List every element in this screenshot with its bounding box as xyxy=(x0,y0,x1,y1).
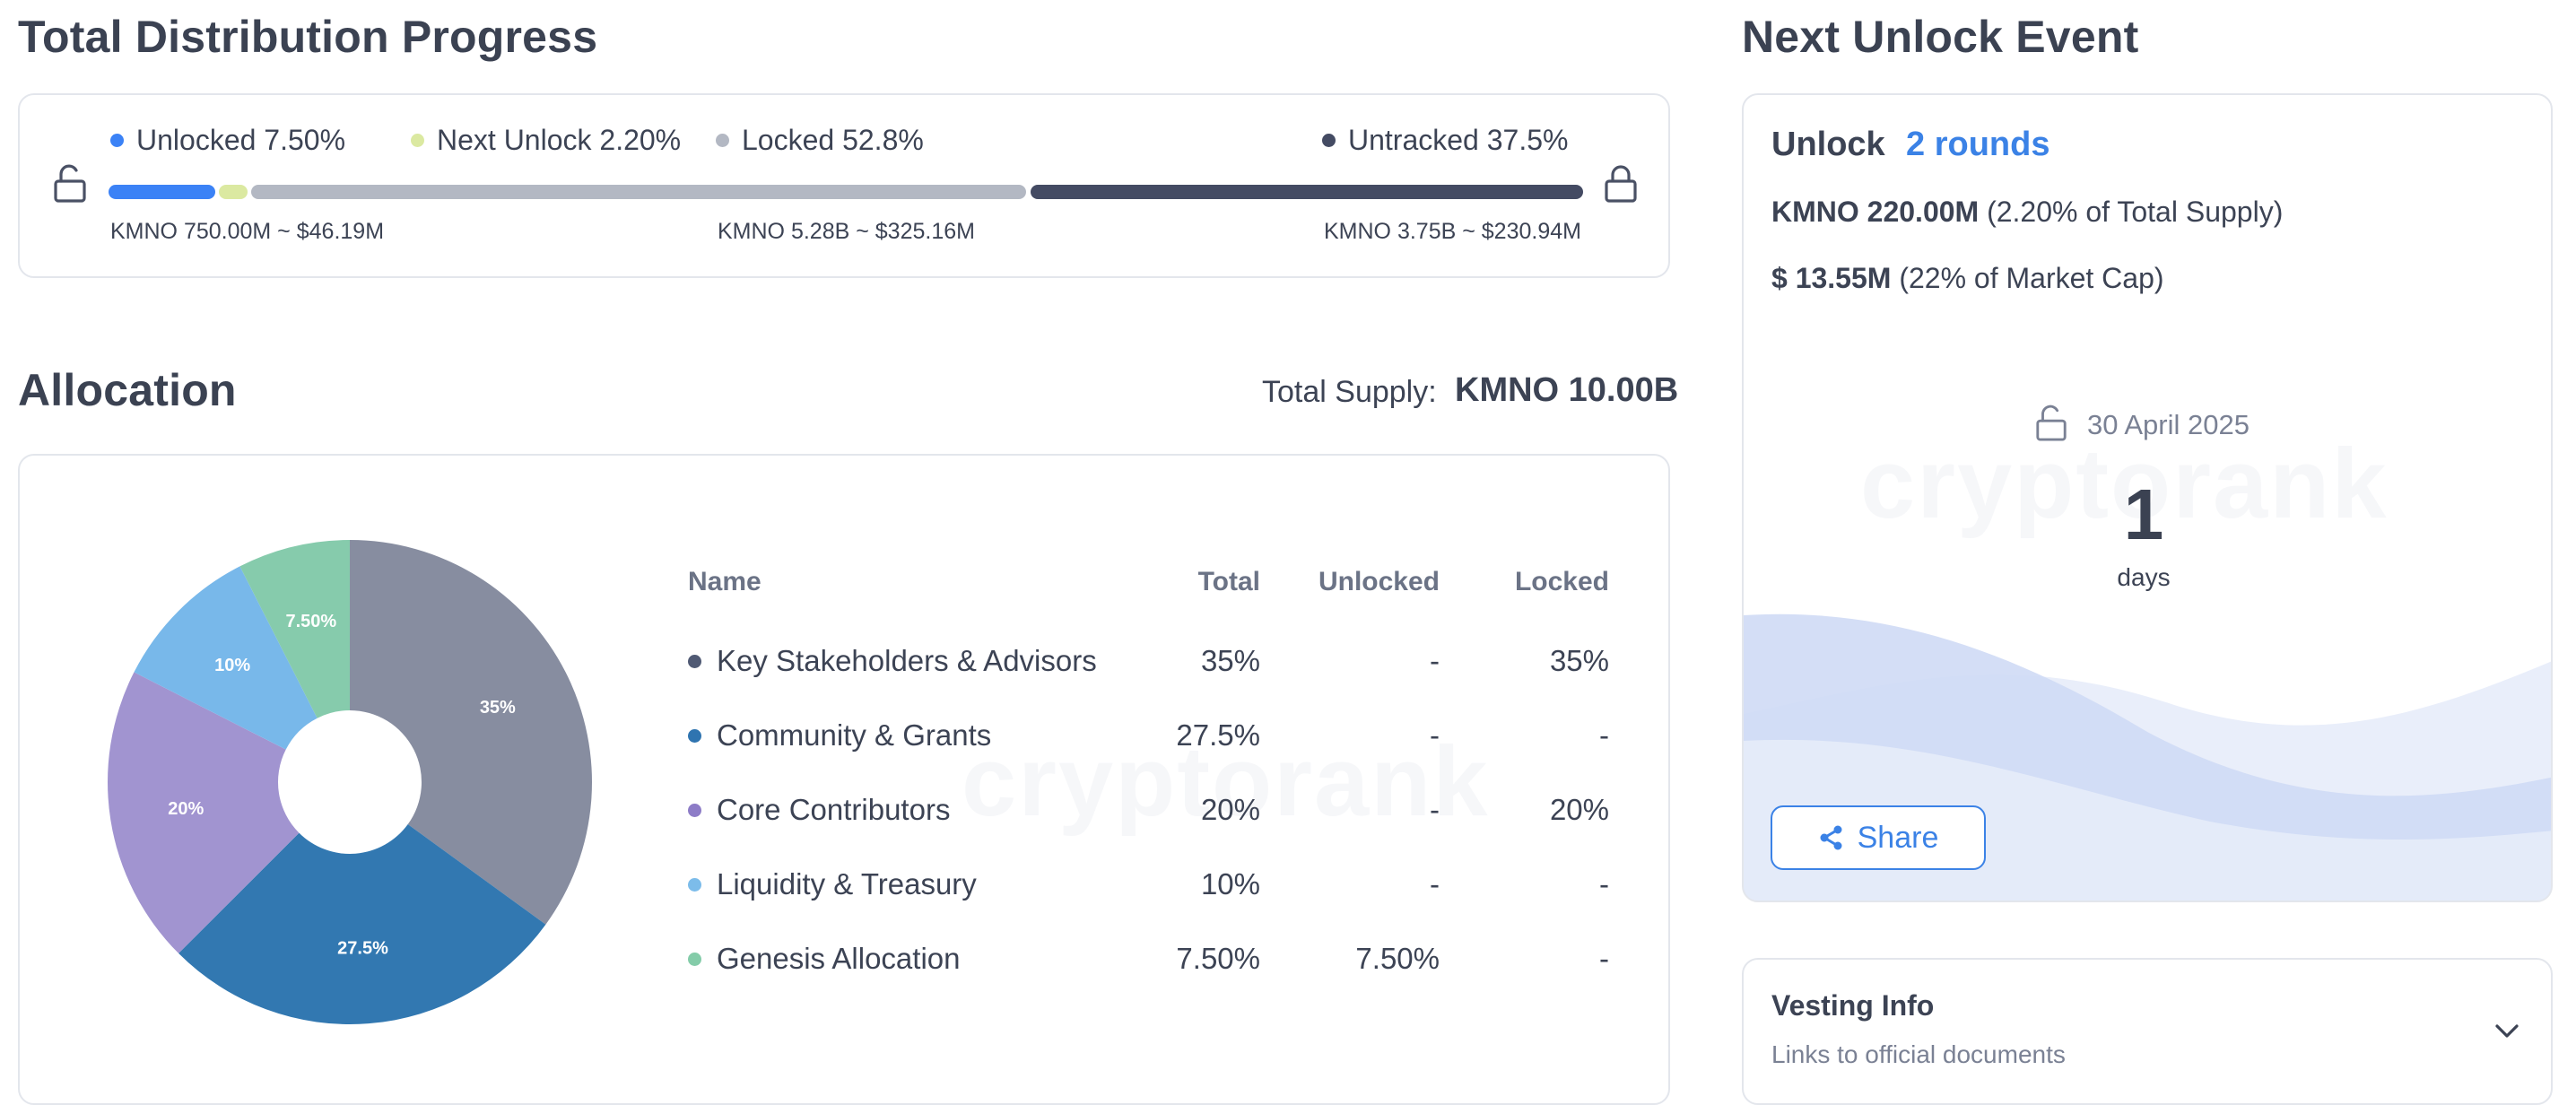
row-unlocked: - xyxy=(1430,718,1440,752)
row-unlocked: - xyxy=(1430,793,1440,826)
unlock-label: Unlock xyxy=(1771,126,1885,163)
col-header-unlocked: Unlocked xyxy=(1318,567,1440,596)
pie-slice[interactable] xyxy=(108,672,300,953)
unlock-value: $ 13.55M (22% of Market Cap) xyxy=(1771,262,2164,295)
table-row[interactable]: Genesis Allocation 7.50% 7.50% - xyxy=(0,933,2576,987)
row-total: 27.5% xyxy=(1176,718,1260,752)
legend-dot-untracked xyxy=(1322,134,1336,147)
locked-amount: KMNO 5.28B ~ $325.16M xyxy=(718,219,975,244)
row-total: 20% xyxy=(1200,793,1260,826)
pie-slice-label: 35% xyxy=(480,698,516,718)
share-label: Share xyxy=(1857,820,1939,855)
lock-closed-icon xyxy=(1605,165,1637,203)
row-unlocked: - xyxy=(1430,867,1440,901)
unlock-amount-percent: (2.20% of Total Supply) xyxy=(1979,196,2284,228)
row-color-dot xyxy=(688,655,701,668)
unlock-value-marketcap: (22% of Market Cap) xyxy=(1891,262,2164,294)
row-name: Key Stakeholders & Advisors xyxy=(717,644,1097,677)
col-header-name: Name xyxy=(688,567,761,596)
unlock-amount: KMNO 220.00M (2.20% of Total Supply) xyxy=(1771,196,2283,229)
row-name: Genesis Allocation xyxy=(717,942,961,975)
pie-slice-label: 10% xyxy=(214,656,250,675)
row-locked: 35% xyxy=(1549,644,1609,677)
row-locked: - xyxy=(1599,867,1609,901)
total-supply-label: Total Supply: xyxy=(1262,375,1437,409)
row-total: 35% xyxy=(1200,644,1260,677)
row-name: Liquidity & Treasury xyxy=(717,867,977,901)
total-supply-value: KMNO 10.00B xyxy=(1455,371,1679,409)
unlock-date: 30 April 2025 xyxy=(2087,409,2250,440)
vesting-info-title: Vesting Info xyxy=(1771,989,1935,1022)
col-header-total: Total xyxy=(1197,567,1260,596)
share-icon xyxy=(1820,825,1842,850)
row-unlocked: - xyxy=(1430,644,1440,677)
pie-slice-label: 7.50% xyxy=(285,612,336,631)
legend-unlocked-label: Unlocked 7.50% xyxy=(136,124,346,156)
legend-dot-locked xyxy=(716,134,729,147)
legend-dot-unlocked xyxy=(110,134,124,147)
vesting-info-subtitle: Links to official documents xyxy=(1771,1040,2066,1068)
unlock-watermark: cryptorank xyxy=(1860,429,2389,539)
unlock-value-usd: $ 13.55M xyxy=(1771,262,1892,294)
pie-slice-label: 27.5% xyxy=(337,938,388,958)
unlocked-amount: KMNO 750.00M ~ $46.19M xyxy=(110,219,385,244)
row-locked: 20% xyxy=(1549,793,1609,826)
row-color-dot xyxy=(688,804,701,817)
pie-slice[interactable] xyxy=(350,540,592,925)
unlock-event-title: Next Unlock Event xyxy=(1742,12,2139,62)
row-color-dot xyxy=(688,729,701,743)
untracked-amount: KMNO 3.75B ~ $230.94M xyxy=(1324,219,1581,244)
row-color-dot xyxy=(688,878,701,892)
row-total: 10% xyxy=(1200,867,1260,901)
countdown-unit: days xyxy=(2117,563,2171,591)
progress-segment-unlocked xyxy=(109,185,216,199)
table-row[interactable]: Core Contributors 20% - 20% xyxy=(0,784,2576,838)
legend-dot-next-unlock xyxy=(411,134,424,147)
progress-segment-next-unlock xyxy=(219,185,248,199)
row-locked: - xyxy=(1599,942,1609,975)
distribution-title: Total Distribution Progress xyxy=(18,12,598,62)
row-color-dot xyxy=(688,953,701,966)
distribution-progress-bar xyxy=(109,185,1583,199)
share-button[interactable]: Share xyxy=(1771,805,1986,870)
pie-slice-label: 20% xyxy=(168,799,204,819)
countdown-value: 1 xyxy=(2123,474,2164,554)
allocation-pie-chart: 35% 27.5% 20% 10% 7.50% xyxy=(108,540,592,1024)
lock-open-icon xyxy=(54,164,86,203)
chevron-down-icon[interactable] xyxy=(2493,1022,2520,1040)
legend-locked-label: Locked 52.8% xyxy=(742,124,924,156)
legend-unlocked: Unlocked 7.50% xyxy=(110,124,345,157)
progress-segment-locked xyxy=(251,185,1027,199)
col-header-locked: Locked xyxy=(1514,567,1609,596)
legend-next-unlock: Next Unlock 2.20% xyxy=(411,124,681,157)
progress-segment-untracked xyxy=(1030,185,1583,199)
table-row[interactable]: Community & Grants 27.5% - - xyxy=(0,709,2576,763)
allocation-title: Allocation xyxy=(18,365,237,415)
allocation-watermark: cryptorank xyxy=(962,727,1490,837)
legend-locked: Locked 52.8% xyxy=(716,124,924,157)
table-row[interactable]: Liquidity & Treasury 10% - - xyxy=(0,858,2576,912)
table-row[interactable]: Key Stakeholders & Advisors 35% - 35% xyxy=(0,635,2576,689)
legend-untracked: Untracked 37.5% xyxy=(1322,124,1568,157)
unlock-rounds-link[interactable]: 2 rounds xyxy=(1906,126,2050,163)
unlock-amount-value: KMNO 220.00M xyxy=(1771,196,1980,228)
vesting-info-card[interactable] xyxy=(1742,958,2553,1105)
pie-slice[interactable] xyxy=(178,824,546,1024)
pie-slice[interactable] xyxy=(239,540,350,718)
legend-untracked-label: Untracked 37.5% xyxy=(1348,124,1569,156)
pie-slice[interactable] xyxy=(134,566,318,750)
row-total: 7.50% xyxy=(1176,942,1260,975)
row-locked: - xyxy=(1599,718,1609,752)
legend-next-unlock-label: Next Unlock 2.20% xyxy=(437,124,682,156)
lock-open-icon xyxy=(2036,405,2067,441)
row-unlocked: 7.50% xyxy=(1355,942,1440,975)
row-name: Core Contributors xyxy=(717,793,951,826)
row-name: Community & Grants xyxy=(717,718,992,752)
